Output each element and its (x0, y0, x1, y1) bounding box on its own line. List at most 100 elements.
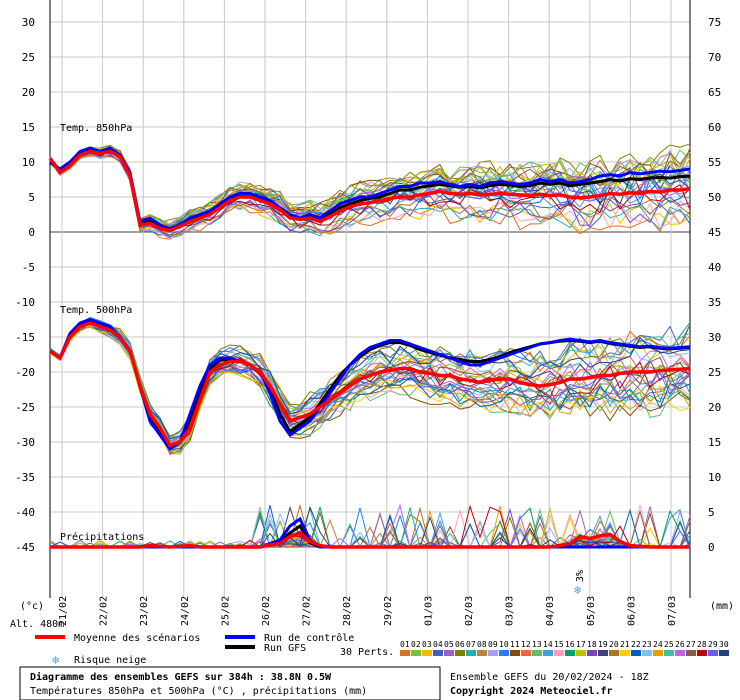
panel-label-t500: Temp. 500hPa (60, 305, 132, 316)
perturbation-legend: 01 02 03 04 05 06 07 08 09 10 11 12 13 14 15 16 17 18 19 20… (400, 640, 729, 656)
pert-legend-label: 25 (664, 640, 674, 649)
pert-legend-label: 04 (433, 640, 443, 649)
footer-title: Diagramme des ensembles GEFS sur 384h : … (30, 671, 332, 683)
pert-legend-label: 07 (466, 640, 476, 649)
snow-risk-percent: 3% (575, 570, 586, 582)
pert-legend-swatch (598, 650, 608, 656)
pert-legend-swatch (422, 650, 432, 656)
x-tick-label: 29/02 (383, 596, 394, 626)
perturbation-line-t500 (49, 320, 691, 440)
x-tick-label: 07/03 (667, 596, 678, 626)
y-tick-right: 15 (708, 436, 721, 449)
y-tick-left: -25 (15, 401, 35, 414)
footer-subtitle: Températures 850hPa et 500hPa (°C) , pré… (30, 685, 367, 697)
y-tick-right: 65 (708, 86, 721, 99)
x-tick-label: 26/02 (261, 596, 272, 626)
pert-legend-label: 14 (543, 640, 553, 649)
y-tick-left: -10 (15, 296, 35, 309)
pert-legend-label: 26 (675, 640, 685, 649)
pert-legend-swatch (620, 650, 630, 656)
y-tick-right: 25 (708, 366, 721, 379)
y-tick-left: 10 (22, 156, 35, 169)
pert-legend-swatch (433, 650, 443, 656)
pert-legend-swatch (455, 650, 465, 656)
pert-legend-label: 28 (697, 640, 707, 649)
legend: Moyenne des scénarios Run de contrôle Ru… (35, 632, 729, 667)
pert-legend-label: 02 (411, 640, 421, 649)
y-tick-left: -30 (15, 436, 35, 449)
series-line-t850 (48, 149, 691, 233)
pert-legend-label: 12 (521, 640, 531, 649)
pert-legend-swatch (543, 650, 553, 656)
left-axis-ticks: 30 25 20 15 10 5 0 -5 -10 -15 -20 -25 -30 -35 -40 -45 (15, 16, 35, 554)
footer-title-box (19, 666, 441, 700)
y-tick-right: 70 (708, 51, 721, 64)
pert-legend-label: 17 (576, 640, 586, 649)
x-tick-label: 05/03 (586, 596, 597, 626)
y-tick-left: -45 (15, 541, 35, 554)
pert-legend-swatch (411, 650, 421, 656)
pert-legend-swatch (477, 650, 487, 656)
legend-mean-label: Moyenne des scénarios (74, 632, 200, 644)
pert-legend-label: 05 (444, 640, 454, 649)
pert-legend-swatch (719, 650, 729, 656)
y-tick-right: 50 (708, 191, 721, 204)
pert-legend-swatch (521, 650, 531, 656)
x-tick-label: 24/02 (180, 596, 191, 626)
y-tick-left: 0 (28, 226, 35, 239)
pert-legend-label: 19 (598, 640, 608, 649)
pert-legend-label: 08 (477, 640, 487, 649)
pert-legend-label: 06 (455, 640, 465, 649)
series-line-precip (50, 531, 690, 549)
y-tick-right: 30 (708, 331, 721, 344)
pert-legend-swatch (697, 650, 707, 656)
y-tick-right: 20 (708, 401, 721, 414)
footer-copyright: Copyright 2024 Meteociel.fr (450, 685, 613, 697)
x-tick-label: 03/03 (505, 596, 516, 626)
legend-perts-label: 30 Perts. (340, 647, 394, 658)
pert-legend-swatch (510, 650, 520, 656)
x-tick-label: 25/02 (220, 596, 231, 626)
y-tick-left: 25 (22, 51, 35, 64)
x-tick-label: 23/02 (139, 596, 150, 626)
legend-snow-label: Risque neige (74, 655, 146, 666)
snowflake-icon: ❄ (574, 583, 581, 597)
y-tick-left: 20 (22, 86, 35, 99)
pert-legend-swatch (532, 650, 542, 656)
perturbation-line-t850 (49, 155, 691, 241)
perturbation-line-t500 (49, 320, 691, 439)
y-tick-right: 55 (708, 156, 721, 169)
perturbation-line-t500 (49, 319, 691, 440)
series-line-t500 (48, 321, 691, 448)
x-tick-label: 06/03 (626, 596, 637, 626)
pert-legend-swatch (576, 650, 586, 656)
y-tick-right: 45 (708, 226, 721, 239)
y-tick-right: 75 (708, 16, 721, 29)
pert-legend-swatch (466, 650, 476, 656)
pert-legend-label: 16 (565, 640, 575, 649)
pert-legend-swatch (499, 650, 509, 656)
pert-legend-label: 11 (510, 640, 520, 649)
x-tick-label: 28/02 (342, 596, 353, 626)
pert-legend-swatch (675, 650, 685, 656)
legend-gfs-label: Run GFS (264, 643, 306, 654)
pert-legend-swatch (565, 650, 575, 656)
pert-legend-swatch (686, 650, 696, 656)
y-tick-left: -20 (15, 366, 35, 379)
y-tick-right: 60 (708, 121, 721, 134)
perturbation-line-t500 (49, 318, 691, 442)
footer-run: Ensemble GEFS du 20/02/2024 - 18Z (450, 672, 649, 683)
pert-legend-swatch (488, 650, 498, 656)
x-tick-label: 04/03 (545, 596, 556, 626)
panel-label-precip: Précipitations (60, 531, 144, 543)
pert-legend-label: 20 (609, 640, 619, 649)
series-line-t500 (49, 317, 691, 452)
pert-legend-swatch (653, 650, 663, 656)
x-tick-label: 22/02 (99, 596, 110, 626)
pert-legend-label: 22 (631, 640, 641, 649)
pert-legend-swatch (554, 650, 564, 656)
pert-legend-label: 27 (686, 640, 696, 649)
panel-label-t850: Temp. 850hPa (60, 123, 132, 134)
